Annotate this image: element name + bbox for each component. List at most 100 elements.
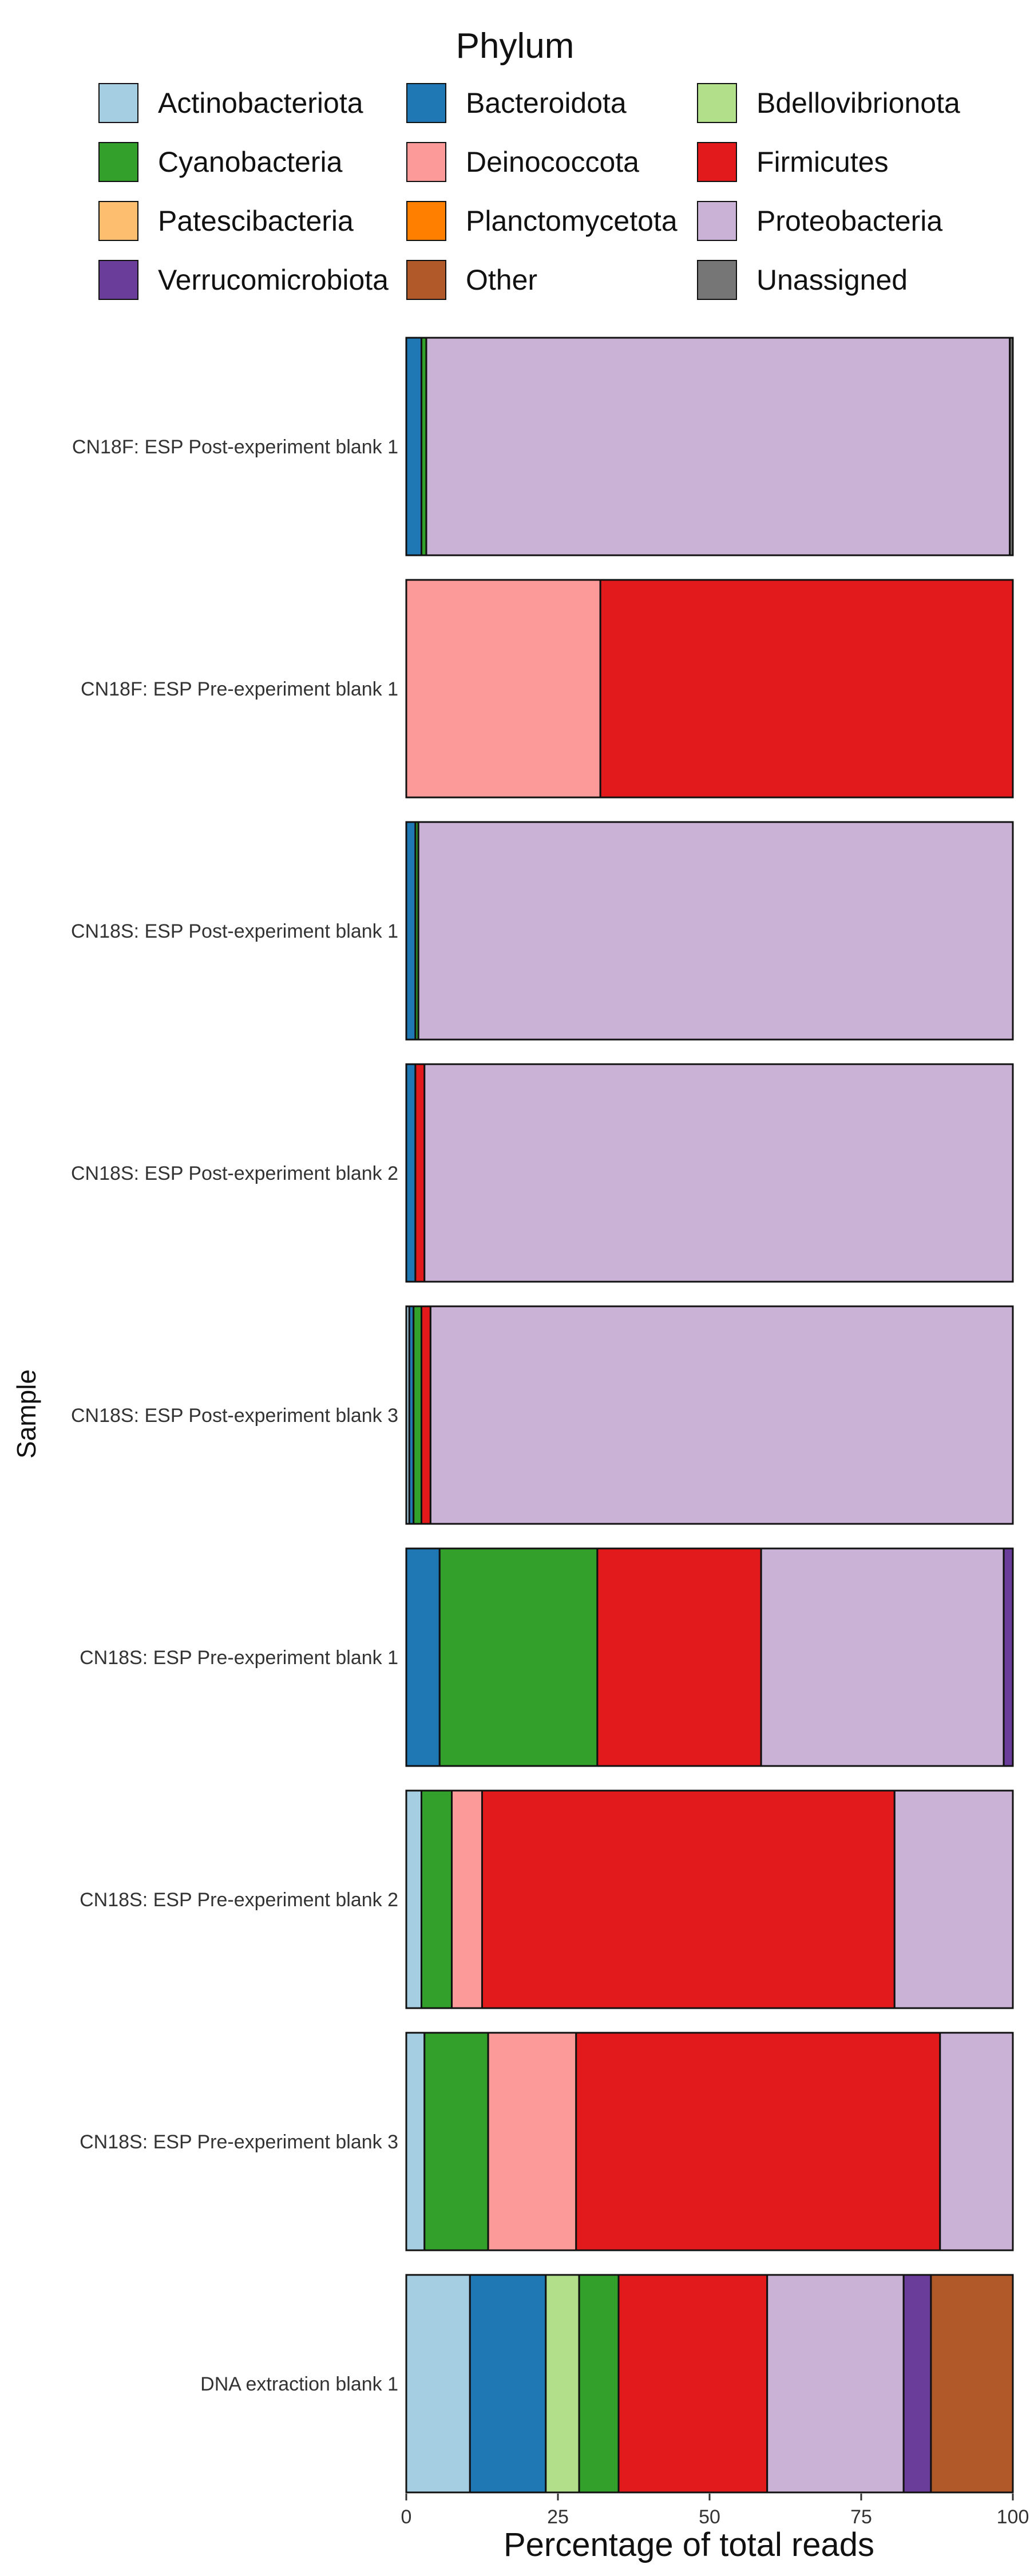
- bar-segment: [487, 2032, 577, 2251]
- legend-swatch: [406, 201, 446, 241]
- legend-item: Bacteroidota: [406, 83, 627, 123]
- legend-label: Bdellovibrionota: [756, 87, 960, 119]
- legend-label: Verrucomicrobiota: [158, 264, 389, 296]
- bar-segment: [438, 1547, 599, 1767]
- category-label: CN18F: ESP Pre-experiment blank 1: [81, 678, 398, 700]
- bar-segment: [414, 1063, 426, 1283]
- bar-segment: [405, 1063, 417, 1283]
- bar-segment: [405, 1789, 422, 2009]
- legend-swatch: [98, 201, 138, 241]
- legend-item: Patescibacteria: [98, 201, 354, 241]
- bar-segment: [425, 337, 1011, 556]
- bar-segment: [421, 1789, 453, 2009]
- category-label: CN18S: ESP Pre-experiment blank 3: [80, 2131, 398, 2153]
- x-tick-label: 100: [997, 2506, 1029, 2528]
- legend-item: Firmicutes: [697, 142, 889, 182]
- legend-swatch: [406, 260, 446, 300]
- legend-label: Patescibacteria: [158, 205, 354, 237]
- bar-segment: [578, 2274, 620, 2494]
- bar-segment: [760, 1547, 1005, 1767]
- bar-segment: [893, 1789, 1014, 2009]
- legend-label: Proteobacteria: [756, 205, 943, 237]
- legend-swatch: [697, 260, 737, 300]
- legend-title: Phylum: [455, 26, 575, 66]
- category-label: CN18S: ESP Post-experiment blank 2: [71, 1163, 398, 1184]
- bar-segment: [417, 821, 1014, 1041]
- bar-segment: [902, 2274, 932, 2494]
- legend-swatch: [406, 83, 446, 123]
- legend-label: Unassigned: [756, 264, 908, 296]
- bar-outline: [405, 1547, 1014, 1767]
- legend-swatch: [697, 83, 737, 123]
- bar-segment: [930, 2274, 1014, 2494]
- legend-item: Planctomycetota: [406, 201, 678, 241]
- category-labels-group: CN18F: ESP Post-experiment blank 1 CN18F:…: [71, 436, 398, 2395]
- bar-segment: [575, 2032, 941, 2251]
- bar-segment: [405, 2032, 426, 2251]
- x-tick-label: 50: [699, 2506, 720, 2528]
- bar-segment: [599, 579, 1014, 799]
- x-tick-label: 0: [401, 2506, 412, 2528]
- bar-outline: [405, 1789, 1014, 2009]
- legend-item: Bdellovibrionota: [697, 83, 960, 123]
- category-label: CN18S: ESP Pre-experiment blank 2: [80, 1889, 398, 1911]
- bar-segment: [405, 2274, 471, 2494]
- bar-segment: [405, 337, 422, 556]
- x-tick-label: 75: [850, 2506, 872, 2528]
- bar-outline: [405, 2274, 1014, 2494]
- category-label: CN18S: ESP Post-experiment blank 1: [71, 920, 398, 942]
- y-axis-title: Sample: [11, 1369, 41, 1459]
- bar-segment: [1003, 1547, 1014, 1767]
- legend-item: Verrucomicrobiota: [98, 260, 389, 300]
- bar-segment: [423, 1063, 1014, 1283]
- category-label: CN18F: ESP Post-experiment blank 1: [72, 436, 398, 458]
- legend-label: Bacteroidota: [466, 87, 627, 119]
- bar-segment: [469, 2274, 547, 2494]
- legend-swatch: [98, 142, 138, 182]
- bar-segment: [766, 2274, 905, 2494]
- bar-outline: [405, 337, 1014, 556]
- legend-item: Actinobacteriota: [98, 83, 363, 123]
- bar-segment: [451, 1789, 483, 2009]
- legend-item: Proteobacteria: [697, 201, 942, 241]
- bar-segment: [423, 2032, 489, 2251]
- bar-segment: [429, 1305, 1014, 1525]
- bar-segment: [939, 2032, 1014, 2251]
- legend-label: Firmicutes: [756, 146, 889, 178]
- bar-segment: [545, 2274, 580, 2494]
- bars-group: [405, 337, 1014, 2494]
- legend-item: Cyanobacteria: [98, 142, 342, 182]
- bar-segment: [421, 1305, 431, 1525]
- category-label: CN18S: ESP Pre-experiment blank 1: [80, 1647, 398, 1669]
- legend-label: Cyanobacteria: [158, 146, 343, 178]
- legend-swatch: [98, 83, 138, 123]
- bar-outline: [405, 1063, 1014, 1283]
- legend-label: Other: [466, 264, 538, 296]
- bar-segment: [481, 1789, 896, 2009]
- bar-segment: [405, 1547, 441, 1767]
- legend-swatch: [697, 142, 737, 182]
- legend-swatch: [697, 201, 737, 241]
- legend-item: Deinococcota: [406, 142, 639, 182]
- legend-label: Deinococcota: [466, 146, 639, 178]
- category-label: CN18S: ESP Post-experiment blank 3: [71, 1405, 398, 1427]
- bar-outline: [405, 1305, 1014, 1525]
- x-axis-title: Percentage of total reads: [504, 2526, 874, 2563]
- x-tick-label: 25: [547, 2506, 569, 2528]
- legend-label: Planctomycetota: [466, 205, 678, 237]
- bar-segment: [405, 579, 601, 799]
- legend-item: Other: [406, 260, 537, 300]
- bar-segment: [413, 1305, 422, 1525]
- bar-segment: [405, 821, 417, 1041]
- legend-swatch: [406, 142, 446, 182]
- bar-outline: [405, 579, 1014, 799]
- category-label: DNA extraction blank 1: [200, 2373, 398, 2395]
- bar-outline: [405, 821, 1014, 1041]
- x-axis: 0 25 50 75 100: [401, 2494, 1029, 2528]
- legend-item: Unassigned: [697, 260, 908, 300]
- bar-outline: [405, 2032, 1014, 2251]
- legend-label: Actinobacteriota: [158, 87, 363, 119]
- bar-segment: [617, 2274, 768, 2494]
- bar-segment: [596, 1547, 762, 1767]
